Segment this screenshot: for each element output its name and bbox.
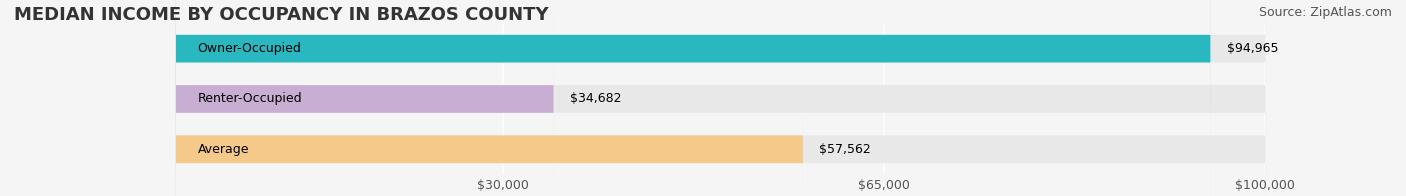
FancyBboxPatch shape [176, 0, 554, 196]
Text: $57,562: $57,562 [820, 143, 872, 156]
FancyBboxPatch shape [176, 0, 1211, 196]
FancyBboxPatch shape [176, 0, 1265, 196]
Text: $94,965: $94,965 [1227, 42, 1278, 55]
Text: Average: Average [197, 143, 249, 156]
FancyBboxPatch shape [176, 0, 1265, 196]
FancyBboxPatch shape [176, 0, 803, 196]
Text: Source: ZipAtlas.com: Source: ZipAtlas.com [1258, 6, 1392, 19]
FancyBboxPatch shape [176, 0, 1265, 196]
Text: Renter-Occupied: Renter-Occupied [197, 93, 302, 105]
Text: MEDIAN INCOME BY OCCUPANCY IN BRAZOS COUNTY: MEDIAN INCOME BY OCCUPANCY IN BRAZOS COU… [14, 6, 548, 24]
Text: $34,682: $34,682 [569, 93, 621, 105]
Text: Owner-Occupied: Owner-Occupied [197, 42, 301, 55]
